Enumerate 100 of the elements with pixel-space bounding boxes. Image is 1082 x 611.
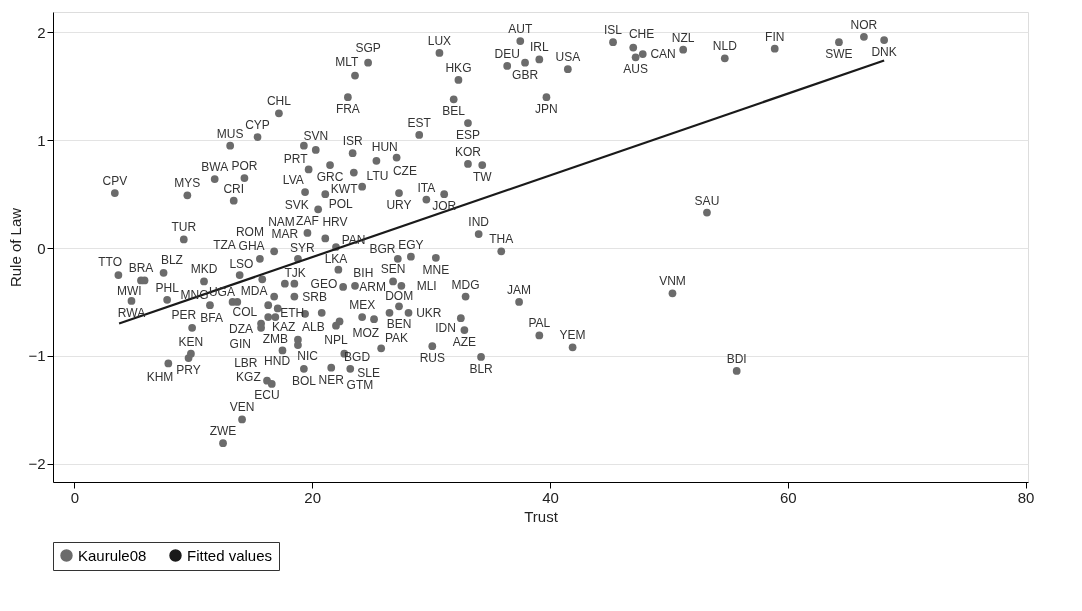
annotation: JOR <box>432 199 457 214</box>
annotation: ISL <box>604 23 623 38</box>
annotation: KEN <box>178 334 204 349</box>
annotation: COL <box>232 305 258 320</box>
annotation: BGR <box>369 241 396 256</box>
annotation: BLZ <box>160 252 183 267</box>
annotation: AZE <box>452 335 477 349</box>
annotation: MWI <box>116 283 142 298</box>
annotation: MAR <box>271 226 299 241</box>
annotation: NZL <box>671 30 695 45</box>
annotation: POR <box>231 159 258 174</box>
annotation: NLD <box>712 39 738 54</box>
y-tick-label: −2 <box>28 455 46 473</box>
annotation: ZMB <box>262 332 289 347</box>
x-tick-label: 60 <box>779 488 797 506</box>
annotation: DEU <box>494 46 520 61</box>
annotation: ROM <box>235 225 264 240</box>
x-tick-label: 80 <box>1017 488 1035 506</box>
annotation: KWT <box>330 182 359 197</box>
annotation: GBR <box>512 67 539 82</box>
annotation: EST <box>407 115 432 130</box>
annotation: FRA <box>335 102 360 117</box>
legend-label: Fitted values <box>187 546 273 564</box>
annotation: BOL <box>291 373 317 388</box>
annotation: BGD <box>344 349 371 364</box>
annotation: HND <box>264 353 291 368</box>
annotation: GHA <box>238 238 265 253</box>
annotation: VEN <box>229 400 255 415</box>
annotation: RWA <box>117 305 146 320</box>
annotation: SAU <box>694 193 720 208</box>
annotation: ITA <box>417 180 436 195</box>
annotation: PER <box>171 307 197 322</box>
annotation: PHL <box>155 280 180 295</box>
legend-label: Kaurule08 <box>78 546 147 564</box>
annotation: LBR <box>234 355 258 370</box>
annotation: ETH <box>280 305 305 320</box>
annotation: UKR <box>416 305 442 320</box>
annotation: BDI <box>726 351 747 366</box>
y-tick-label: −1 <box>28 347 46 365</box>
annotation: URY <box>386 198 412 213</box>
annotation: JPN <box>535 102 558 117</box>
annotation: POL <box>328 197 353 212</box>
annotation: SYR <box>290 241 316 256</box>
x-tick-label: 0 <box>70 488 80 506</box>
annotation: MUS <box>216 126 244 141</box>
annotation: ZWE <box>209 424 237 439</box>
annotation: DNK <box>871 45 897 60</box>
annotation: LSO <box>229 256 254 271</box>
annotation: PRY <box>176 363 201 378</box>
annotation: CZE <box>392 163 417 178</box>
y-tick-label: 0 <box>37 239 46 257</box>
annotation: NER <box>318 372 345 387</box>
annotation: THA <box>489 232 514 247</box>
annotation: LKA <box>324 252 348 266</box>
annotation: PAK <box>384 331 409 346</box>
annotation: JAM <box>507 282 532 297</box>
annotation: GEO <box>310 276 338 291</box>
annotation: ALB <box>302 320 325 335</box>
annotation: YEM <box>559 328 586 343</box>
annotation: KGZ <box>236 370 261 385</box>
annotation: SWE <box>825 47 853 62</box>
annotation: SEN <box>380 262 406 277</box>
annotation: TZA <box>213 238 236 253</box>
annotation: KAZ <box>271 320 296 335</box>
annotation: NOR <box>850 17 878 32</box>
annotation: LTU <box>366 169 389 184</box>
annotation: SLE <box>357 365 380 380</box>
annotation: BLR <box>469 361 494 376</box>
annotation: BIH <box>353 265 374 280</box>
annotation: NAM <box>268 214 295 229</box>
annotation: CRI <box>223 181 245 196</box>
annotation: PRT <box>283 151 309 166</box>
annotation: CYP <box>245 118 270 133</box>
annotation: RUS <box>419 351 445 366</box>
annotation: HUN <box>371 140 398 155</box>
annotation: SRB <box>302 289 328 304</box>
annotation: TUR <box>171 220 197 235</box>
annotation: NIC <box>297 349 319 364</box>
annotation: HRV <box>322 214 348 229</box>
annotation: CPV <box>102 174 128 189</box>
annotation: AUT <box>508 22 533 37</box>
annotation: BRA <box>128 261 154 276</box>
annotation: NPL <box>324 333 348 348</box>
annotation: SVK <box>284 198 309 213</box>
annotation: IRL <box>529 40 549 55</box>
annotation: SVN <box>303 128 329 143</box>
annotation: CHE <box>628 27 655 42</box>
annotation: TTO <box>98 254 122 269</box>
annotation: BEL <box>442 104 466 119</box>
annotation: ISR <box>342 134 363 149</box>
annotation: TW <box>472 170 493 185</box>
annotation: IDN <box>435 321 456 336</box>
y-tick-label: 1 <box>37 131 46 149</box>
annotation: GIN <box>229 336 251 351</box>
annotation: BFA <box>200 310 224 325</box>
x-tick-label: 40 <box>542 488 559 506</box>
annotation: ECU <box>254 388 280 403</box>
annotation: BWA <box>201 160 229 175</box>
annotation: CHL <box>266 94 292 109</box>
annotation: UGA <box>208 284 235 299</box>
